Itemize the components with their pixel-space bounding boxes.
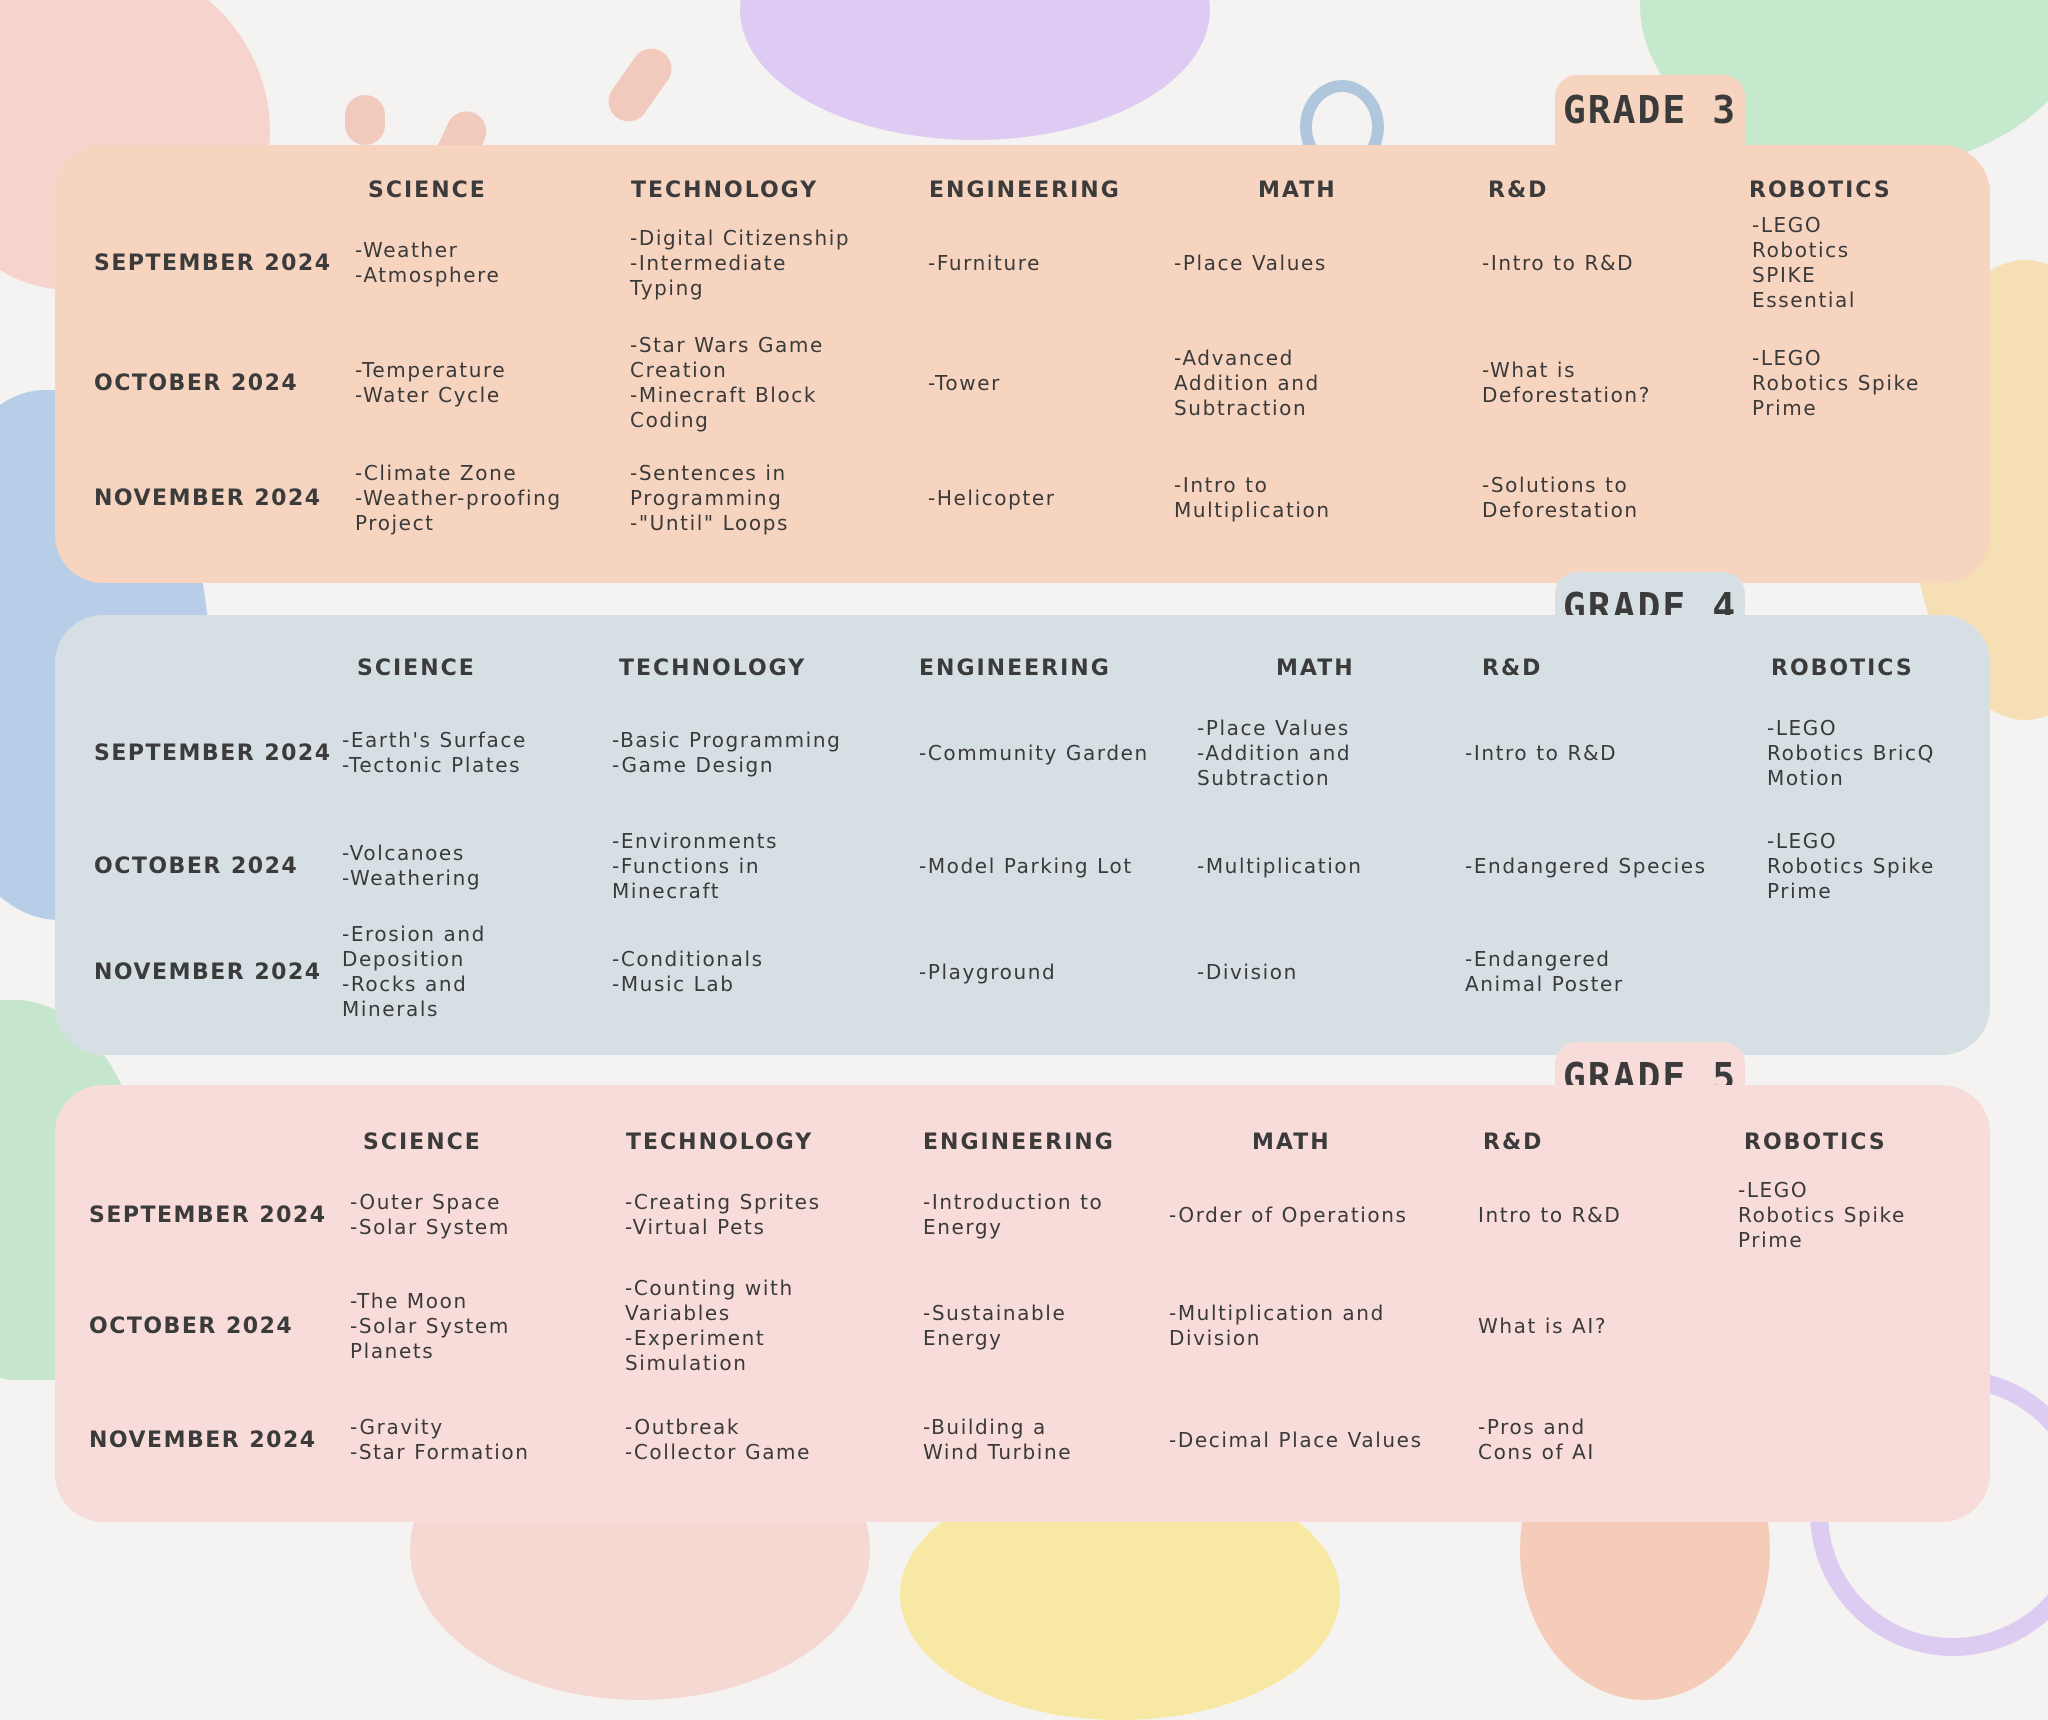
grade-3-cell-2-math: -Advanced Addition and Subtraction: [1174, 345, 1320, 420]
grade-4-header-math: MATH: [1276, 656, 1355, 681]
grade-3-cell-3-rnd: -Solutions to Deforestation: [1482, 473, 1639, 522]
grade-4-cell-3-math: -Division: [1197, 959, 1298, 984]
grade-4-cell-3-engineering: -Playground: [919, 959, 1057, 984]
grade-4-cell-3-technology: -Conditionals -Music Lab: [612, 947, 764, 996]
grade-5-header-math: MATH: [1252, 1130, 1331, 1155]
grade-3-cell-3-science: -Climate Zone -Weather-proofing Project: [355, 460, 562, 535]
grade-3-cell-2-robotics: -LEGO Robotics Spike Prime: [1752, 345, 1920, 420]
grade-3-cell-2-engineering: -Tower: [928, 370, 1001, 395]
grade-5-month-1: SEPTEMBER 2024: [89, 1202, 327, 1228]
grade-3-cell-2-rnd: -What is Deforestation?: [1482, 358, 1651, 407]
grade-4-header-rnd: R&D: [1482, 656, 1543, 681]
grade-3-tab: GRADE 3: [1555, 75, 1745, 145]
grade-5-cell-3-math: -Decimal Place Values: [1169, 1427, 1423, 1452]
grade-4-cell-1-technology: -Basic Programming -Game Design: [612, 728, 842, 777]
grade-5-cell-3-technology: -Outbreak -Collector Game: [625, 1415, 812, 1464]
grade-3-cell-1-math: -Place Values: [1174, 250, 1327, 275]
grade-5-cell-2-engineering: -Sustainable Energy: [923, 1301, 1067, 1350]
grade-3-month-2: OCTOBER 2024: [94, 370, 299, 396]
grade-4-cell-2-math: -Multiplication: [1197, 853, 1363, 878]
grade-3-header-engineering: ENGINEERING: [929, 178, 1121, 203]
grade-4-header-robotics: ROBOTICS: [1771, 656, 1914, 681]
grade-4-cell-3-science: -Erosion and Deposition -Rocks and Miner…: [342, 922, 486, 1021]
grade-5-cell-3-engineering: -Building a Wind Turbine: [923, 1415, 1073, 1464]
grade-4-cell-1-rnd: -Intro to R&D: [1465, 740, 1618, 765]
grade-5-cell-1-rnd: Intro to R&D: [1478, 1202, 1622, 1227]
grade-5-cell-1-technology: -Creating Sprites -Virtual Pets: [625, 1190, 821, 1239]
grade-3-cell-1-technology: -Digital Citizenship -Intermediate Typin…: [630, 225, 851, 300]
grade-5-cell-1-engineering: -Introduction to Energy: [923, 1190, 1104, 1239]
grade-5-cell-2-science: -The Moon -Solar System Planets: [350, 1288, 510, 1363]
grade-3-header-technology: TECHNOLOGY: [631, 178, 819, 203]
grade-3-header-science: SCIENCE: [368, 178, 487, 203]
decor-blob-purple-top: [740, 0, 1210, 140]
grade-4-header-science: SCIENCE: [357, 656, 476, 681]
grade-5-cell-2-rnd: What is AI?: [1478, 1313, 1608, 1338]
grade-3-month-3: NOVEMBER 2024: [94, 485, 322, 511]
grade-4-cell-2-science: -Volcanoes -Weathering: [342, 841, 482, 890]
grade-5-cell-1-math: -Order of Operations: [1169, 1202, 1408, 1227]
grade-4-month-2: OCTOBER 2024: [94, 853, 299, 879]
grade-4-month-1: SEPTEMBER 2024: [94, 740, 332, 766]
grade-4-cell-2-robotics: -LEGO Robotics Spike Prime: [1767, 828, 1935, 903]
grade-5-cell-1-science: -Outer Space -Solar System: [350, 1190, 510, 1239]
grade-5-cell-2-math: -Multiplication and Division: [1169, 1301, 1385, 1350]
decor-dot-3: [345, 95, 385, 145]
grade-5-header-robotics: ROBOTICS: [1744, 1130, 1887, 1155]
grade-3-cell-1-robotics: -LEGO Robotics SPIKE Essential: [1752, 213, 1857, 312]
grade-3-cell-2-science: -Temperature -Water Cycle: [355, 358, 507, 407]
grade-4-cell-3-rnd: -Endangered Animal Poster: [1465, 947, 1624, 996]
grade-4-header-technology: TECHNOLOGY: [619, 656, 807, 681]
grade-5-header-science: SCIENCE: [363, 1130, 482, 1155]
grade-4-cell-2-rnd: -Endangered Species: [1465, 853, 1707, 878]
grade-3-month-1: SEPTEMBER 2024: [94, 250, 332, 276]
grade-5-month-2: OCTOBER 2024: [89, 1313, 294, 1339]
grade-3-cell-1-rnd: -Intro to R&D: [1482, 250, 1635, 275]
grade-3-header-robotics: ROBOTICS: [1749, 178, 1892, 203]
grade-5-panel: [55, 1085, 1990, 1522]
grade-5-header-engineering: ENGINEERING: [923, 1130, 1115, 1155]
grade-4-cell-1-robotics: -LEGO Robotics BricQ Motion: [1767, 715, 1935, 790]
grade-4-header-engineering: ENGINEERING: [919, 656, 1111, 681]
grade-5-cell-2-technology: -Counting with Variables -Experiment Sim…: [625, 1276, 794, 1375]
grade-5-cell-1-robotics: -LEGO Robotics Spike Prime: [1738, 1177, 1906, 1252]
grade-3-cell-1-engineering: -Furniture: [928, 250, 1042, 275]
grade-5-header-rnd: R&D: [1483, 1130, 1544, 1155]
grade-4-month-3: NOVEMBER 2024: [94, 959, 322, 985]
grade-4-cell-2-technology: -Environments -Functions in Minecraft: [612, 828, 779, 903]
grade-5-cell-3-rnd: -Pros and Cons of AI: [1478, 1415, 1595, 1464]
grade-5-month-3: NOVEMBER 2024: [89, 1427, 317, 1453]
grade-5-header-technology: TECHNOLOGY: [626, 1130, 814, 1155]
grade-5-cell-3-science: -Gravity -Star Formation: [350, 1415, 530, 1464]
grade-3-cell-3-engineering: -Helicopter: [928, 485, 1056, 510]
grade-3-cell-3-technology: -Sentences in Programming -"Until" Loops: [630, 460, 790, 535]
grade-3-header-math: MATH: [1258, 178, 1337, 203]
grade-4-cell-2-engineering: -Model Parking Lot: [919, 853, 1133, 878]
grade-4-cell-1-math: -Place Values -Addition and Subtraction: [1197, 715, 1352, 790]
grade-3-cell-3-math: -Intro to Multiplication: [1174, 473, 1331, 522]
decor-dot-1: [600, 40, 680, 130]
grade-3-header-rnd: R&D: [1488, 178, 1549, 203]
grade-3-panel: [55, 145, 1990, 583]
grade-4-panel: [55, 615, 1990, 1055]
grade-4-cell-1-engineering: -Community Garden: [919, 740, 1149, 765]
grade-4-cell-1-science: -Earth's Surface -Tectonic Plates: [342, 728, 527, 777]
grade-3-cell-2-technology: -Star Wars Game Creation -Minecraft Bloc…: [630, 333, 824, 432]
grade-3-cell-1-science: -Weather -Atmosphere: [355, 238, 501, 287]
